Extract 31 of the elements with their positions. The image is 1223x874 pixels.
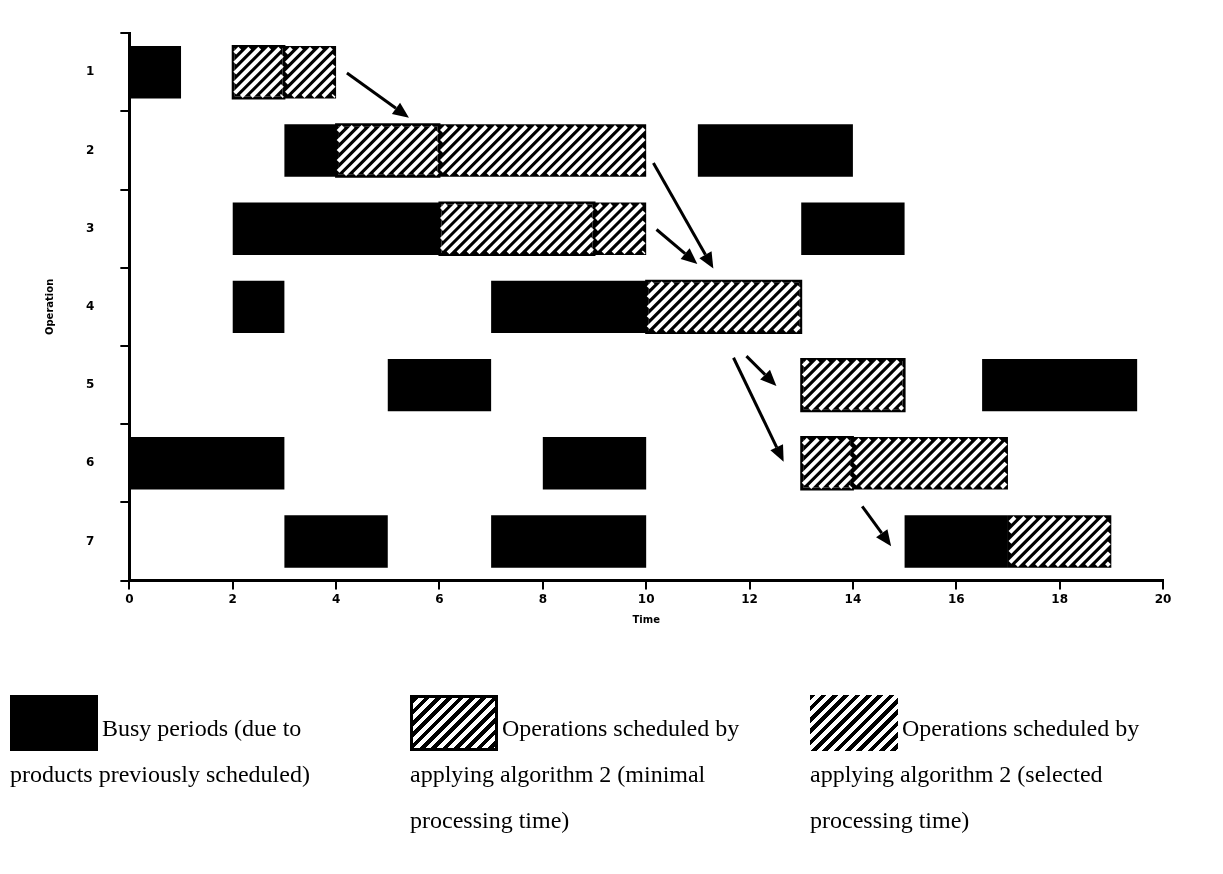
x-tick-label: 20 xyxy=(1154,591,1172,606)
y-tick-label: 7 xyxy=(85,533,95,548)
x-tick-label: 2 xyxy=(228,591,237,606)
y-tick-label: 5 xyxy=(85,377,95,392)
x-tick-label: 10 xyxy=(637,591,655,606)
y-tick-label: 6 xyxy=(85,455,95,470)
x-tick-label: 14 xyxy=(844,591,862,606)
y-axis-title: Operation xyxy=(43,278,55,336)
x-tick-label: 8 xyxy=(538,591,547,606)
bar xyxy=(387,358,492,412)
x-tick-label: 18 xyxy=(1051,591,1068,606)
x-tick-label: 16 xyxy=(947,591,965,606)
bar xyxy=(491,515,647,568)
bar xyxy=(232,280,285,334)
legend-label: Operations scheduled by applying algorithm 2 (minimal processing time) xyxy=(410,714,741,835)
y-tick-label: 4 xyxy=(85,299,95,314)
y-tick-label: 1 xyxy=(85,64,95,79)
y-tick-label: 3 xyxy=(85,220,95,235)
x-tick-label: 4 xyxy=(331,591,341,606)
y-tick-label: 2 xyxy=(85,142,95,157)
legend-label: Operations scheduled by applying algorithm 2 (selected processing time) xyxy=(810,714,1141,835)
bar xyxy=(982,358,1138,412)
bar xyxy=(284,515,388,568)
x-tick-label: 12 xyxy=(741,591,758,606)
legend-label: Busy periods (due to products previously scheduled) xyxy=(10,714,311,789)
x-tick-label: 0 xyxy=(125,591,134,606)
bar xyxy=(801,202,905,255)
bar xyxy=(542,437,647,490)
bar xyxy=(697,124,853,177)
x-tick-label: 6 xyxy=(435,591,444,606)
x-axis-title: Time xyxy=(632,613,661,625)
